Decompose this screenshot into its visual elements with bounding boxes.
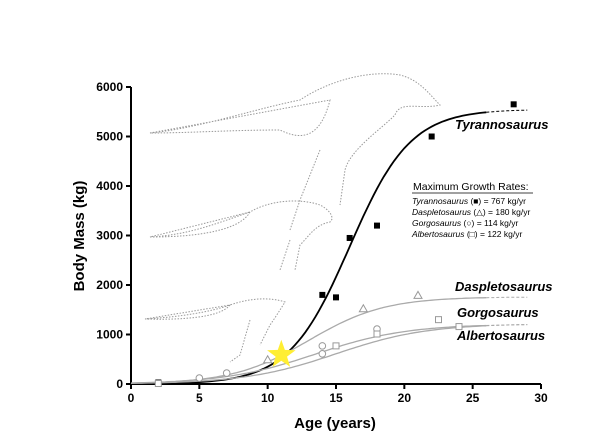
x-tick-label: 30	[534, 391, 548, 405]
label-tyrannosaurus: Tyrannosaurus	[455, 117, 548, 132]
albertosaurus-data-point	[332, 342, 340, 350]
y-tick-label: 6000	[96, 80, 123, 94]
albertosaurus-data-point	[455, 323, 463, 331]
growth-curve-albertosaurus	[131, 325, 487, 384]
label-albertosaurus: Albertosaurus	[456, 328, 545, 343]
y-tick-label: 3000	[96, 229, 123, 243]
x-tick-label: 0	[128, 391, 135, 405]
growth-curve-gorgosaurus	[130, 324, 487, 384]
growth-curve-extension-daspletosaurus	[486, 296, 528, 299]
legend: Maximum Growth Rates: Tyrannosaurus (■) …	[411, 181, 533, 239]
daspletosaurus-data-point	[358, 303, 369, 313]
x-axis-label: Age (years)	[294, 415, 376, 432]
gorgosaurus-data-point	[222, 369, 231, 377]
albertosaurus-data-point	[154, 380, 162, 388]
daspletosaurus-data-point	[262, 354, 273, 364]
data-points	[154, 101, 517, 388]
legend-entry: Albertosaurus (□) = 122 kg/yr	[411, 229, 522, 239]
gorgosaurus-data-point	[318, 342, 327, 350]
y-tick-label: 1000	[96, 328, 123, 342]
skeleton-illustrations	[144, 73, 441, 363]
label-daspletosaurus: Daspletosaurus	[455, 279, 553, 294]
gorgosaurus-skeleton	[144, 298, 286, 363]
tyrannosaurus-data-point	[428, 133, 435, 140]
tyrannosaurus-data-point	[346, 234, 353, 241]
tyrannosaurus-data-point	[333, 294, 339, 301]
legend-entry: Tyrannosaurus (■) = 767 kg/yr	[412, 196, 526, 206]
tyrannosaurus-skeleton	[149, 73, 441, 231]
daspletosaurus-skeleton	[149, 200, 333, 271]
y-axis-label: Body Mass (kg)	[71, 181, 88, 292]
legend-title: Maximum Growth Rates:	[413, 181, 529, 193]
axes: 0 5 10 15 20 25 30 0 1000 2000 3000 4000 5000 6000	[96, 80, 548, 405]
x-tick-label: 10	[261, 391, 275, 405]
growth-curve-daspletosaurus	[130, 297, 487, 384]
tyrannosaurus-data-point	[374, 222, 380, 229]
y-tick-label: 0	[116, 377, 123, 391]
y-tick-label: 2000	[96, 278, 123, 292]
tyrannosaurus-data-point	[510, 101, 517, 108]
growth-curve-extension-tyrannosaurus	[486, 109, 528, 113]
x-tick-label: 20	[398, 391, 412, 405]
label-gorgosaurus: Gorgosaurus	[457, 305, 539, 320]
star-icon	[267, 339, 296, 367]
albertosaurus-data-point	[373, 330, 381, 338]
growth-curve-tyrannosaurus	[131, 111, 487, 385]
x-tick-label: 15	[329, 391, 343, 405]
tyrannosaurus-data-point	[319, 291, 326, 298]
albertosaurus-data-point	[435, 316, 442, 324]
growth-curves	[130, 109, 528, 385]
legend-entry: Daspletosaurus (△) = 180 kg/yr	[412, 207, 530, 217]
gorgosaurus-data-point	[195, 374, 204, 382]
y-tick-label: 4000	[96, 179, 123, 193]
x-tick-label: 25	[466, 391, 480, 405]
legend-entry: Gorgosaurus (○) = 114 kg/yr	[412, 218, 519, 228]
gorgosaurus-data-point	[318, 350, 327, 358]
x-tick-label: 5	[196, 391, 203, 405]
y-tick-label: 5000	[96, 130, 123, 144]
growth-curve-extension-albertosaurus	[486, 324, 528, 327]
daspletosaurus-data-point	[413, 290, 423, 299]
